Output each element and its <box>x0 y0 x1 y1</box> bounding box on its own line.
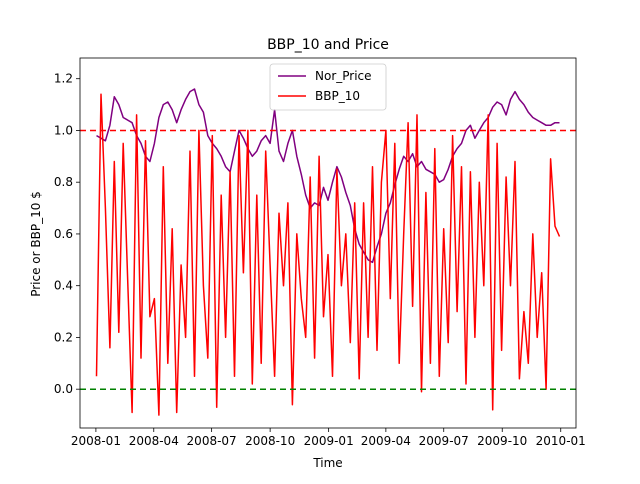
x-tick-label: 2009-10 <box>477 434 527 448</box>
x-tick-label: 2009-07 <box>419 434 469 448</box>
y-tick-label: 0.8 <box>54 175 73 189</box>
legend-label-nor-price: Nor_Price <box>315 69 372 83</box>
x-axis-label: Time <box>312 456 342 470</box>
y-tick-label: 0.2 <box>54 330 73 344</box>
y-tick-label: 0.4 <box>54 279 73 293</box>
axes: 2008-01 2008-04 2008-07 2008-10 2009-01 2009-… <box>54 57 586 448</box>
legend-label-bbp-10: BBP_10 <box>315 89 360 103</box>
x-tick-label: 2008-01 <box>71 434 121 448</box>
x-tick-label: 2010-01 <box>536 434 586 448</box>
y-tick-label: 0.6 <box>54 227 73 241</box>
y-tick-label: 1.0 <box>54 123 73 137</box>
x-tick-label: 2008-07 <box>187 434 237 448</box>
y-axis-label: Price or BBP_10 $ <box>29 191 43 297</box>
y-tick-label: 0.0 <box>54 382 73 396</box>
plot-area <box>80 88 576 416</box>
x-tick-label: 2008-04 <box>129 434 179 448</box>
series-line-bbp-10 <box>95 93 561 416</box>
x-tick-label: 2009-01 <box>304 434 354 448</box>
chart-title: BBP_10 and Price <box>267 37 389 53</box>
series-line-nor-price <box>96 88 560 264</box>
legend: Nor_Price BBP_10 <box>269 63 387 111</box>
x-tick-label: 2008-10 <box>245 434 295 448</box>
y-tick-label: 1.2 <box>54 72 73 86</box>
plot-frame <box>79 57 577 429</box>
x-tick-label: 2009-04 <box>361 434 411 448</box>
